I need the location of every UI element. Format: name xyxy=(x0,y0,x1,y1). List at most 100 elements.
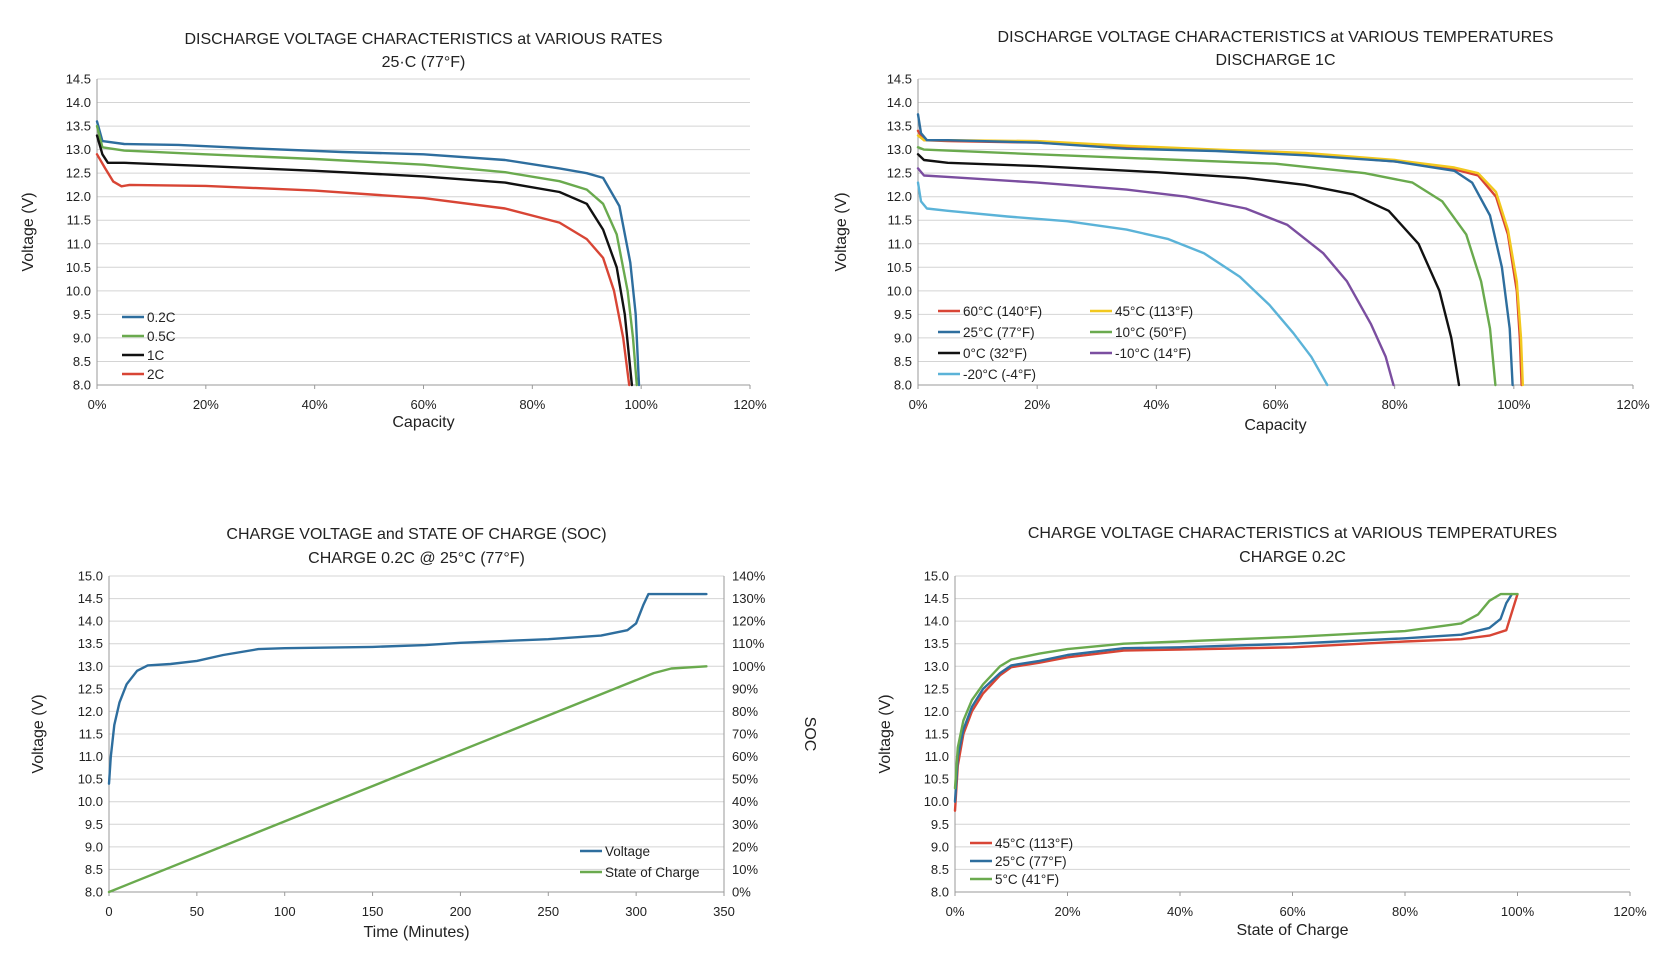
x-tick-label: 50 xyxy=(190,904,204,919)
x-tick-label: 80% xyxy=(1392,904,1418,919)
y-tick-label: 12.5 xyxy=(924,681,949,696)
y-tick-label: 11.0 xyxy=(79,749,103,764)
series-line-0-5c xyxy=(95,124,638,387)
y-axis-label: Voltage (V) xyxy=(877,694,894,773)
x-tick-label: 120% xyxy=(1613,904,1647,919)
x-tick-label: 80% xyxy=(1382,397,1408,412)
y-tick-label: 9.5 xyxy=(85,817,103,832)
y-tick-label: 9.0 xyxy=(73,330,91,345)
y2-tick-label: 20% xyxy=(732,839,758,854)
y2-tick-label: 70% xyxy=(732,727,758,742)
y2-tick-label: 80% xyxy=(732,704,758,719)
legend-label: 2C xyxy=(147,367,165,382)
x-tick-label: 100% xyxy=(625,397,659,412)
legend-label: 45°C (113°F) xyxy=(995,836,1073,851)
y-tick-label: 10.5 xyxy=(66,260,91,275)
y2-tick-label: 40% xyxy=(732,794,758,809)
x-tick-label: 100% xyxy=(1497,397,1531,412)
chart-title: CHARGE VOLTAGE CHARACTERISTICS at VARIOU… xyxy=(1028,525,1557,542)
legend-label: 25°C (77°F) xyxy=(963,325,1035,340)
y-tick-label: 9.0 xyxy=(85,839,103,854)
legend-label: 0°C (32°F) xyxy=(963,346,1027,361)
legend: 60°C (140°F) 45°C (113°F) 25°C (77°F) 10°C … xyxy=(938,304,1193,382)
chart-title: CHARGE VOLTAGE and STATE OF CHARGE (SOC) xyxy=(226,526,606,543)
x-tick-label: 60% xyxy=(1262,397,1288,412)
chart-1: DISCHARGE VOLTAGE CHARACTERISTICS at VAR… xyxy=(20,31,767,431)
x-tick-label: 0% xyxy=(909,397,928,412)
y-tick-label: 13.5 xyxy=(887,119,912,134)
y2-tick-label: 130% xyxy=(732,591,766,606)
y-tick-label: 10.0 xyxy=(78,794,103,809)
legend: 0.2C 0.5C 1C 2C xyxy=(122,310,176,382)
chart-subtitle: CHARGE 0.2C @ 25°C (77°F) xyxy=(308,550,525,567)
y-tick-label: 8.5 xyxy=(894,354,912,369)
y-axis-label: Voltage (V) xyxy=(30,694,47,773)
series-line-0-2c xyxy=(95,120,641,387)
y-axis-label: Voltage (V) xyxy=(833,192,850,271)
y-tick-label: 11.0 xyxy=(925,749,949,764)
y-tick-label: 14.0 xyxy=(887,95,912,110)
series-line-10-c-50-f xyxy=(916,146,1497,387)
legend-label: 5°C (41°F) xyxy=(995,872,1059,887)
y2-tick-label: 0% xyxy=(732,885,751,900)
legend-label: -20°C (-4°F) xyxy=(963,367,1036,382)
y-tick-label: 11.5 xyxy=(925,727,949,742)
legend-label: 0.2C xyxy=(147,310,176,325)
y-tick-label: 12.5 xyxy=(78,681,103,696)
x-axis-label: Capacity xyxy=(1244,417,1306,434)
x-tick-label: 100% xyxy=(1501,904,1535,919)
series-line-45-c-113-f xyxy=(953,592,1519,812)
x-tick-label: 20% xyxy=(1054,904,1080,919)
legend-label: 60°C (140°F) xyxy=(963,304,1042,319)
y-tick-label: 15.0 xyxy=(924,569,949,584)
chart-4: CHARGE VOLTAGE CHARACTERISTICS at VARIOU… xyxy=(877,525,1647,939)
y-tick-label: 12.0 xyxy=(66,189,91,204)
legend-label: Voltage xyxy=(605,844,650,859)
y-tick-label: 11.5 xyxy=(79,727,103,742)
chart-2: DISCHARGE VOLTAGE CHARACTERISTICS at VAR… xyxy=(833,29,1650,434)
x-tick-label: 40% xyxy=(302,397,328,412)
series-line-5-c-41-f xyxy=(953,592,1519,790)
chart-3: CHARGE VOLTAGE and STATE OF CHARGE (SOC)… xyxy=(30,526,818,941)
x-tick-label: 350 xyxy=(713,904,735,919)
x-axis-label: Time (Minutes) xyxy=(363,924,469,941)
y2-tick-label: 100% xyxy=(732,659,766,674)
x-tick-label: 20% xyxy=(1024,397,1050,412)
chart-title: DISCHARGE VOLTAGE CHARACTERISTICS at VAR… xyxy=(184,31,662,48)
y-tick-label: 11.5 xyxy=(67,213,91,228)
series-line-2c xyxy=(95,153,631,387)
y-axis-label: Voltage (V) xyxy=(20,192,37,271)
y-tick-label: 10.5 xyxy=(78,772,103,787)
y-tick-label: 8.5 xyxy=(85,862,103,877)
legend-label: State of Charge xyxy=(605,865,700,880)
y-tick-label: 15.0 xyxy=(78,569,103,584)
y-tick-label: 9.0 xyxy=(931,839,949,854)
y-tick-label: 8.0 xyxy=(73,378,91,393)
series-line-25-c-77-f xyxy=(916,113,1514,387)
series-line-state-of-charge xyxy=(107,665,708,894)
y-tick-label: 14.0 xyxy=(78,614,103,629)
series-line-0-c-32-f xyxy=(916,153,1461,387)
y-tick-label: 8.5 xyxy=(73,354,91,369)
legend-label: -10°C (14°F) xyxy=(1115,346,1191,361)
x-tick-label: 250 xyxy=(537,904,559,919)
y2-tick-label: 50% xyxy=(732,772,758,787)
chart-subtitle: DISCHARGE 1C xyxy=(1215,52,1335,69)
y-tick-label: 13.5 xyxy=(66,119,91,134)
y-tick-label: 8.0 xyxy=(894,378,912,393)
x-tick-label: 150 xyxy=(362,904,384,919)
x-tick-label: 60% xyxy=(410,397,436,412)
y2-axis-label: SOC xyxy=(801,717,818,752)
y2-tick-label: 60% xyxy=(732,749,758,764)
x-tick-label: 300 xyxy=(625,904,647,919)
series-line-10-c-14-f xyxy=(916,167,1395,387)
y-tick-label: 12.5 xyxy=(66,166,91,181)
x-tick-label: 0% xyxy=(88,397,107,412)
y-tick-label: 10.0 xyxy=(66,283,91,298)
y-tick-label: 10.0 xyxy=(887,283,912,298)
y2-tick-label: 30% xyxy=(732,817,758,832)
y-tick-label: 9.5 xyxy=(894,307,912,322)
legend: 45°C (113°F) 25°C (77°F) 5°C (41°F) xyxy=(970,836,1073,887)
series-line-20-c-4-f xyxy=(916,181,1329,387)
y-tick-label: 14.5 xyxy=(887,72,912,87)
